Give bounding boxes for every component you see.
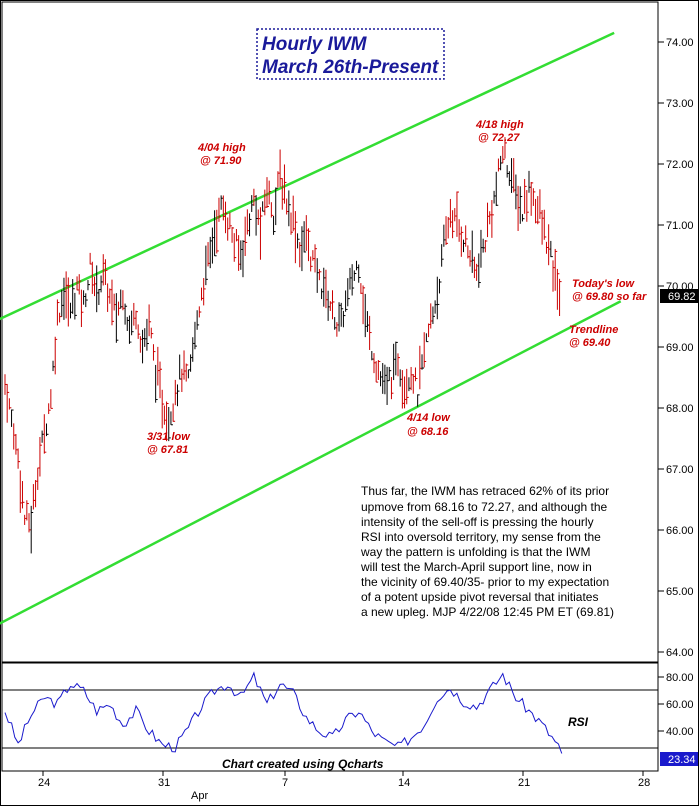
channel-line-lower bbox=[0, 300, 622, 625]
annotation-trendline-value: @ 69.40 bbox=[569, 337, 611, 349]
price-tick-label: 67.00 bbox=[666, 464, 694, 476]
rsi-line bbox=[4, 671, 563, 754]
annotation-low-0331-value: @ 67.81 bbox=[147, 444, 188, 456]
last-price-badge bbox=[660, 289, 698, 303]
time-axis: 24 31 7 14 21 28 Apr bbox=[38, 771, 650, 802]
last-price-value: 69.82 bbox=[668, 291, 696, 303]
price-pane bbox=[1, 1, 659, 663]
commentary-line: a new upleg. MJP 4/22/08 12:45 PM ET (69… bbox=[361, 605, 614, 619]
price-tick-label: 64.00 bbox=[666, 647, 694, 659]
annotation-todays-low-value: @ 69.80 so far bbox=[572, 291, 647, 303]
x-tick-label: 7 bbox=[282, 777, 288, 789]
price-tick-label: 74.00 bbox=[666, 37, 694, 49]
rsi-tick-label: 80.00 bbox=[666, 672, 694, 684]
commentary-line: way the pattern is unfolding is that the… bbox=[360, 545, 590, 559]
price-tick-label: 66.00 bbox=[666, 525, 694, 537]
chart-title: Hourly IWM bbox=[262, 34, 368, 55]
annotation-low-0331: 3/31 low bbox=[147, 431, 191, 443]
price-tick-label: 73.00 bbox=[666, 98, 694, 110]
annotation-todays-low: Today's low bbox=[572, 278, 636, 290]
channel-line-upper bbox=[0, 31, 615, 321]
commentary-line: the vicinity of 69.40/35- prior to my ex… bbox=[361, 575, 609, 589]
rsi-tick-label: 60.00 bbox=[666, 699, 694, 711]
commentary-line: will test the March-April support line, … bbox=[360, 560, 592, 574]
chart-subtitle: March 26th-Present bbox=[262, 57, 439, 78]
annotation-high-0418-value: @ 72.27 bbox=[478, 132, 520, 144]
commentary: Thus far, the IWM has retraced 62% of it… bbox=[360, 484, 614, 619]
month-label: Apr bbox=[191, 790, 208, 802]
commentary-line: RSI into oversold territory, my sense fr… bbox=[361, 530, 601, 544]
price-tick-label: 68.00 bbox=[666, 403, 694, 415]
rsi-tick-label: 40.00 bbox=[666, 726, 694, 738]
price-tick-label: 65.00 bbox=[666, 586, 694, 598]
x-tick-label: 28 bbox=[638, 777, 650, 789]
commentary-line: Thus far, the IWM has retraced 62% of it… bbox=[361, 484, 609, 498]
rsi-pane bbox=[1, 662, 659, 772]
commentary-line: intensity of the sell-off is pressing th… bbox=[361, 515, 594, 529]
rsi-series bbox=[4, 671, 563, 754]
x-tick-label: 24 bbox=[38, 777, 50, 789]
price-bars bbox=[4, 137, 562, 554]
rsi-axis: 80.00 60.00 40.00 bbox=[658, 672, 694, 738]
rsi-badge bbox=[660, 752, 698, 766]
channel-lines bbox=[0, 31, 622, 625]
price-tick-label: 69.00 bbox=[666, 342, 694, 354]
price-tick-label: 71.00 bbox=[666, 220, 694, 232]
annotation-high-0418: 4/18 high bbox=[475, 119, 524, 131]
x-tick-label: 14 bbox=[398, 777, 410, 789]
annotation-low-0414: 4/14 low bbox=[406, 412, 451, 424]
commentary-line: of a potent upside pivot reversal that i… bbox=[361, 590, 598, 604]
title-box bbox=[256, 28, 445, 80]
annotation-high-0404: 4/04 high bbox=[197, 142, 246, 154]
rsi-value: 23.34 bbox=[668, 754, 696, 766]
commentary-line: upmove from 68.16 to 72.27, and although… bbox=[361, 500, 608, 514]
annotation-low-0414-value: @ 68.16 bbox=[407, 426, 449, 438]
chart-credit: Chart created using Qcharts bbox=[222, 757, 384, 771]
x-tick-label: 21 bbox=[518, 777, 530, 789]
price-tick-label: 72.00 bbox=[666, 159, 694, 171]
rsi-label: RSI bbox=[568, 715, 589, 729]
x-tick-label: 31 bbox=[158, 777, 170, 789]
annotation-trendline: Trendline bbox=[569, 324, 618, 336]
annotation-high-0404-value: @ 71.90 bbox=[200, 155, 242, 167]
